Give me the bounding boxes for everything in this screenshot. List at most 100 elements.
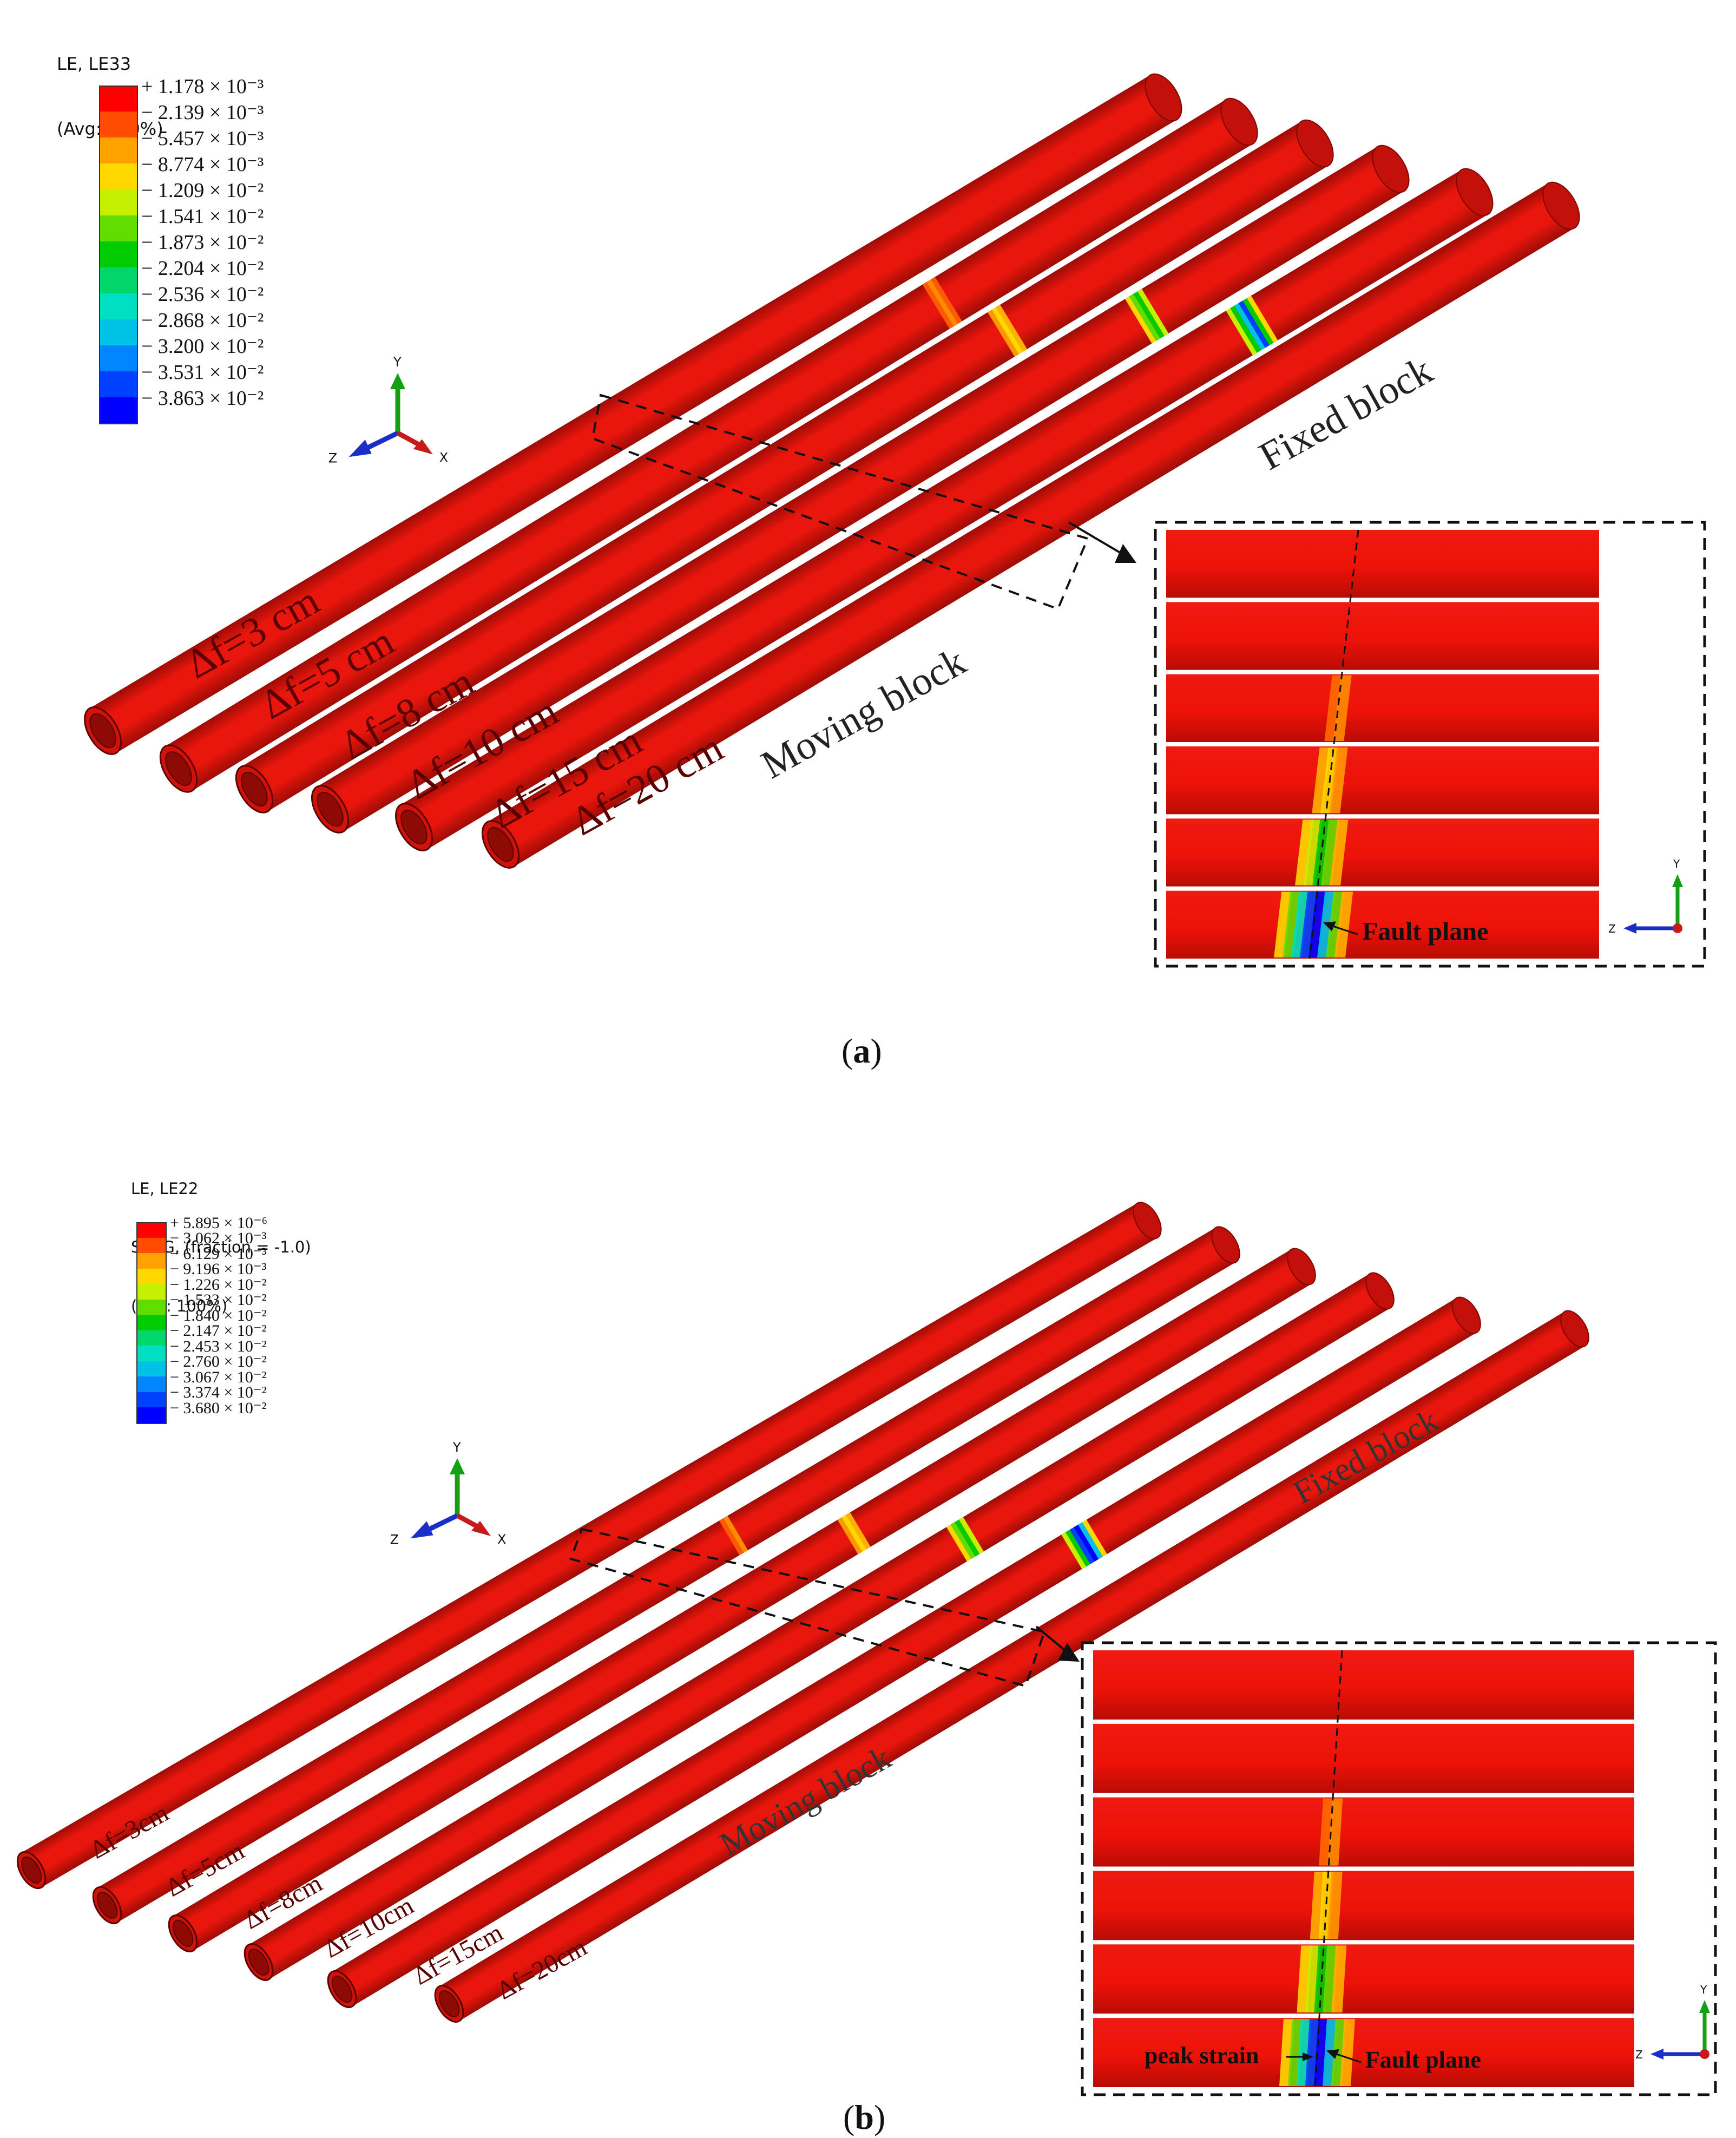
pipe-bore (438, 1990, 460, 2017)
strain-band (1082, 1519, 1107, 1557)
strain-zone (1312, 747, 1331, 814)
strain-band (996, 304, 1028, 352)
strain-zone (1324, 675, 1343, 741)
pipe-far-end (1456, 168, 1494, 217)
pipe (235, 119, 1334, 814)
pipe (481, 181, 1580, 869)
legend-entry: − 1.840 × 10⁻² (170, 1306, 267, 1324)
zoom-region-box (569, 1527, 1046, 1688)
legend-swatch (99, 189, 138, 215)
strain-zone (1291, 891, 1310, 957)
strain-band (719, 1518, 744, 1556)
inset-zoom: Fault plane peak strain (1081, 1641, 1717, 2096)
pipe-body (89, 75, 1177, 753)
inset-axis-triad: YZ (1635, 1983, 1710, 2061)
legend-entry: − 3.062 × 10⁻³ (170, 1229, 267, 1247)
legend-swatch (136, 1376, 167, 1392)
zoom-arrow (1068, 521, 1129, 559)
strain-band (931, 277, 962, 324)
legend-entry: + 1.178 × 10⁻³ (141, 75, 264, 99)
inset-zoom: Fault plane (1154, 521, 1706, 968)
pipe-body (248, 1274, 1391, 1979)
legend-entry: − 2.204 × 10⁻² (141, 257, 264, 280)
legend-swatch (99, 137, 138, 163)
inset-pipe-strip (1093, 1797, 1634, 1867)
legend-swatch (99, 241, 138, 267)
pipe (244, 1272, 1395, 1981)
pipe-far-end (1287, 1248, 1316, 1286)
pipe-body (438, 1311, 1586, 2021)
pipe (16, 1202, 1162, 1890)
strain-band (950, 1522, 976, 1559)
legend-entry: − 3.680 × 10⁻² (170, 1399, 267, 1417)
axis-label-x: X (497, 1532, 506, 1547)
fault-plane-label: Fault plane (1365, 2047, 1481, 2073)
axis-label-z: Z (328, 450, 337, 465)
legend-swatch (136, 1237, 167, 1253)
legend-swatch (99, 293, 138, 319)
strain-band (1074, 1524, 1099, 1562)
legend-entry: − 2.760 × 10⁻² (170, 1353, 267, 1370)
strain-band (922, 281, 954, 329)
strain-band (991, 307, 1023, 355)
strain-zone (1312, 819, 1331, 886)
legend-title-line: LE, LE22 (131, 1179, 199, 1198)
pipe-body (173, 1249, 1312, 1951)
pipe-bore (89, 713, 116, 749)
pipe-far-end (1452, 1296, 1481, 1334)
strain-zone (1326, 891, 1345, 957)
pipe-bore (241, 771, 268, 807)
inset-axis-triad: YZ (1608, 857, 1683, 935)
strain-zone (1340, 2019, 1355, 2086)
strain-zone (1295, 819, 1314, 886)
legend-swatch (99, 86, 138, 113)
pipe-far-end (1220, 97, 1258, 146)
axis-label-z: Z (1635, 2048, 1643, 2061)
legend-entry: − 3.863 × 10⁻² (141, 387, 264, 410)
legend-entry: − 9.196 × 10⁻³ (170, 1260, 267, 1278)
pipe (434, 1310, 1589, 2023)
pipe-far-end (1133, 1202, 1162, 1239)
strain-band (988, 310, 1019, 357)
pipe-bore (248, 1949, 269, 1976)
strain-zone (1308, 891, 1327, 957)
inset-pipe-strip (1093, 1944, 1634, 2014)
legend-swatch (136, 1315, 167, 1330)
pipe-bore (21, 1856, 42, 1884)
strain-zone (1304, 819, 1323, 886)
legend-swatch (99, 371, 138, 397)
pipe-far-end (1560, 1310, 1589, 1348)
pipe-far-end (1542, 181, 1580, 230)
pipe-far-end (1296, 119, 1334, 168)
legend-entry: − 3.531 × 10⁻² (141, 361, 264, 384)
inset-pipe-strip (1093, 1650, 1634, 1720)
legend-entry: − 2.147 × 10⁻² (170, 1322, 267, 1340)
pipe (311, 145, 1410, 834)
caption-a: (a) (841, 1032, 882, 1070)
legend-entry: − 1.541 × 10⁻² (141, 205, 264, 228)
legend-swatch (99, 112, 138, 137)
panel-b-figure: Δf=3cmΔf=5cmΔf=8cmΔf=10cmΔf=15cmΔf=20cmF… (16, 1202, 1717, 2096)
pipe-bore (487, 827, 514, 862)
legend-entry: − 2.868 × 10⁻² (141, 309, 264, 332)
strain-zone (1300, 891, 1319, 957)
pipe (327, 1296, 1481, 2008)
legend-swatch (99, 397, 138, 424)
panel-a: Δf=3 cm Δf=5 cm Δf=8 cm Δf=10 cm Δf=15 cm Δf=… (0, 0, 1736, 1070)
legend-entry: − 6.129 × 10⁻³ (170, 1244, 267, 1263)
legend-entry: + 5.895 × 10⁻⁶ (170, 1214, 268, 1232)
legend-title-line: LE, LE33 (57, 54, 131, 74)
axis-label-y: Y (393, 355, 402, 370)
pipe-body (400, 169, 1488, 850)
inset-pipe-strip (1093, 1871, 1634, 1940)
strain-band (946, 1524, 971, 1562)
strain-band (1238, 300, 1270, 348)
legend-swatch (99, 163, 138, 189)
inset-pipe-strip (1166, 674, 1599, 742)
legend-entry: − 3.200 × 10⁻² (141, 335, 264, 358)
caption-b: (b) (843, 2098, 886, 2136)
axis-label-z: Z (1608, 922, 1616, 935)
strain-zone (1331, 1945, 1347, 2013)
pipe-body (317, 146, 1404, 832)
